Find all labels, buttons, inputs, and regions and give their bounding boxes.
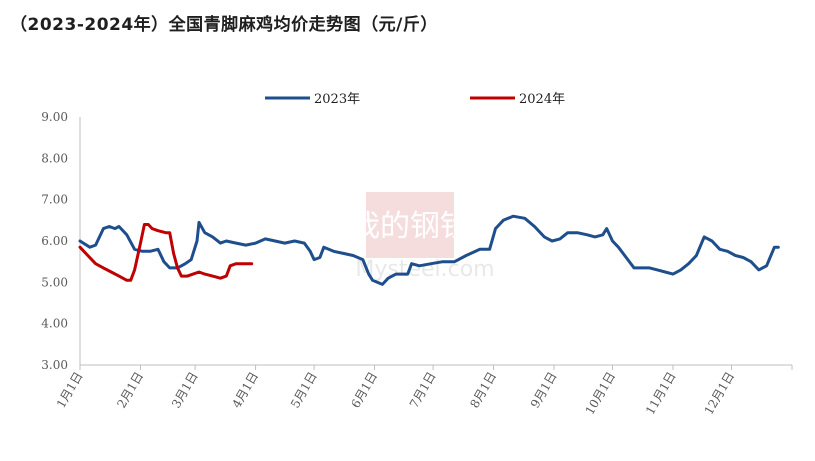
x-tick-label: 10月1日: [583, 370, 619, 418]
x-tick-label: 8月1日: [467, 369, 499, 410]
legend-label-2023: 2023年: [314, 92, 360, 107]
watermark-logo: [366, 192, 454, 258]
watermark-text: 我的钢铁: [350, 209, 470, 244]
y-tick-label: 7.00: [41, 193, 68, 207]
x-tick-label: 2月1日: [114, 370, 146, 411]
watermark: 我的钢铁 Mysteel.com: [350, 192, 495, 282]
y-axis-ticks: 9.00 8.00 7.00 6.00 5.00 4.00 3.00: [41, 110, 68, 372]
legend-label-2024: 2024年: [519, 92, 565, 107]
x-tick-label: 6月1日: [348, 370, 380, 411]
watermark-url: Mysteel.com: [355, 257, 494, 282]
y-tick-label: 5.00: [41, 275, 68, 289]
series-line-2024: [78, 223, 254, 282]
x-tick-label: 9月1日: [528, 370, 560, 411]
y-tick-label: 4.00: [41, 317, 68, 331]
x-tick-label: 12月1日: [702, 370, 738, 418]
x-tick-label: 1月1日: [54, 370, 86, 411]
x-axis-ticks: 1月1日 2月1日 3月1日 4月1日 5月1日 6月1日 7月1日 8月1日 9月1日 10月1…: [54, 365, 793, 418]
series-group: [78, 214, 780, 286]
y-tick-label: 8.00: [41, 151, 68, 165]
x-tick-label: 7月1日: [407, 370, 439, 411]
x-tick-label: 4月1日: [229, 370, 261, 411]
y-tick-label: 6.00: [41, 234, 68, 248]
y-tick-label: 9.00: [41, 110, 68, 124]
x-tick-label: 5月1日: [288, 370, 320, 411]
x-tick-label: 11月1日: [643, 370, 679, 418]
x-tick-label: 3月1日: [169, 370, 201, 411]
y-tick-label: 3.00: [41, 358, 68, 372]
chart-title: （2023-2024年）全国青脚麻鸡均价走势图（元/斤）: [10, 15, 438, 35]
legend: 2023年 2024年: [265, 92, 565, 107]
series-line-2023: [78, 214, 780, 286]
